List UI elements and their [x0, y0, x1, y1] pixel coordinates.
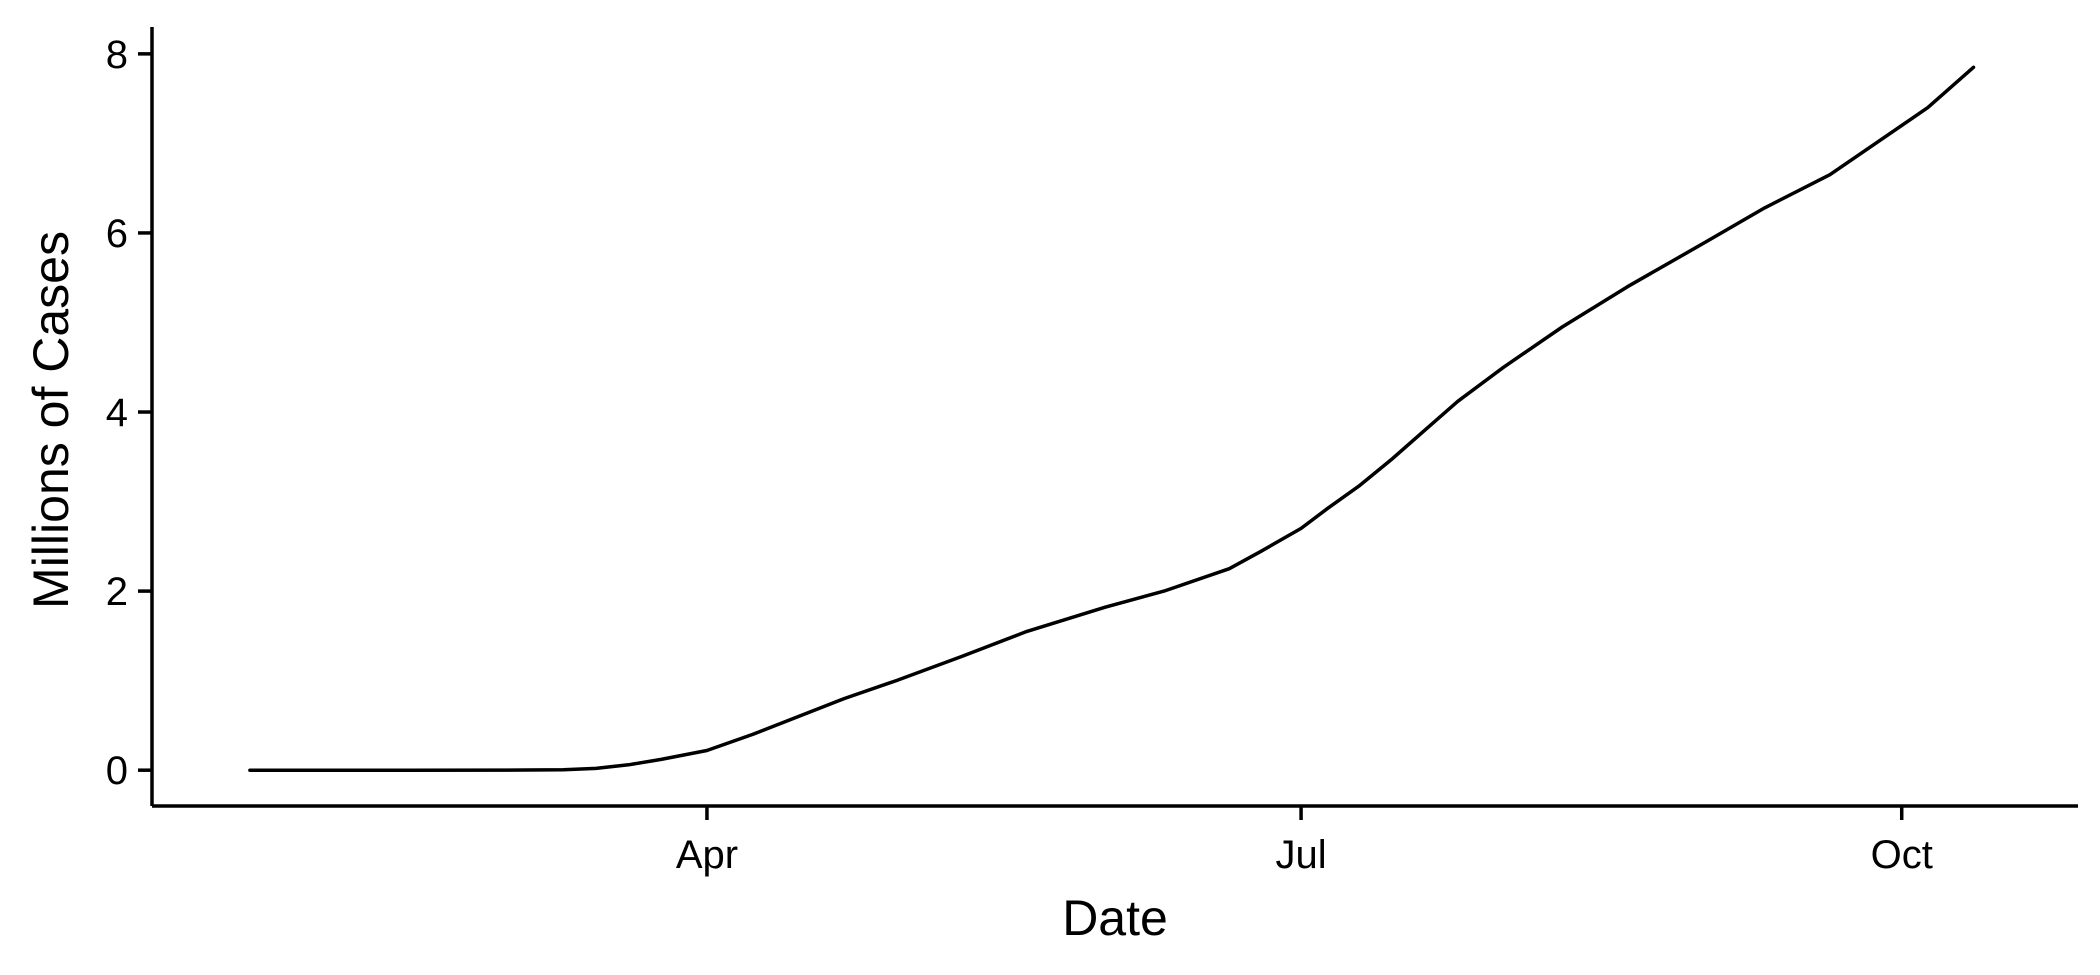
plot-area: 0 2 4 6 8 Apr Jul Oct	[106, 27, 2078, 877]
y-tick-label: 4	[106, 391, 128, 435]
x-tick-label: Jul	[1276, 833, 1327, 877]
x-axis-ticks: Apr Jul Oct	[676, 806, 1933, 877]
y-tick-label: 8	[106, 33, 128, 77]
y-tick-label: 6	[106, 212, 128, 256]
y-axis-title: Millions of Cases	[23, 231, 79, 609]
y-tick-label: 2	[106, 570, 128, 614]
y-tick-label: 0	[106, 749, 128, 793]
series-line	[248, 65, 1976, 772]
y-axis-ticks: 0 2 4 6 8	[106, 33, 152, 793]
x-axis-title: Date	[1062, 890, 1168, 946]
x-tick-label: Apr	[676, 833, 738, 877]
x-tick-label: Oct	[1871, 833, 1933, 877]
